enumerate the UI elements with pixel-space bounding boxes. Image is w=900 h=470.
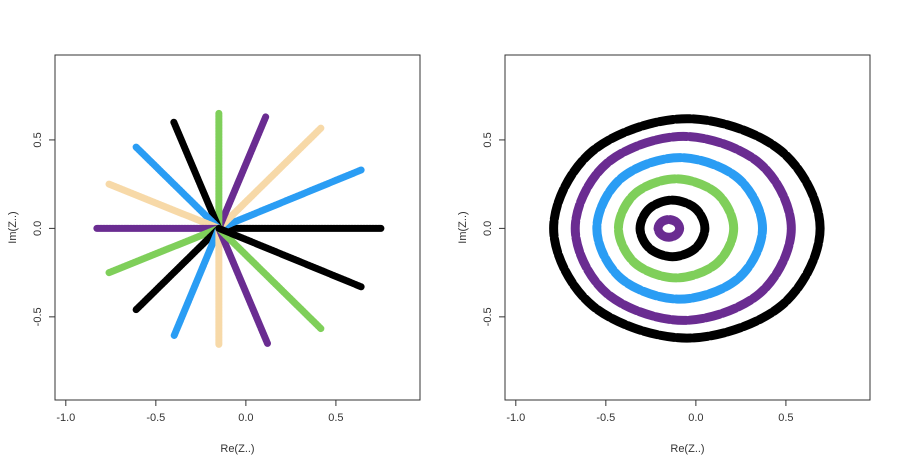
data-line [105,180,223,232]
plot-frame [504,54,871,401]
x-tick-label: 0.0 [688,412,703,424]
data-line [215,224,271,347]
data-line [215,224,365,291]
data-line [170,224,223,340]
data-line [570,131,796,325]
x-tick-label: -1.0 [56,412,75,424]
y-tick-label: 0.5 [482,132,494,147]
data-line [215,113,270,232]
data-line [549,114,825,343]
data-line [170,118,223,232]
data-line [215,124,326,232]
y-tick-label: -0.5 [482,307,494,326]
y-axis-label: Im(Z..) [7,211,19,243]
y-tick-label: 0.0 [32,221,44,236]
y-tick-label: 0.5 [32,132,44,147]
data-line [215,224,326,333]
data-line [132,143,223,232]
x-tick-label: -0.5 [146,412,165,424]
data-line [132,224,223,314]
x-tick-label: 0.5 [778,412,793,424]
x-axis-label: Re(Z..) [670,443,704,455]
y-tick-label: -0.5 [32,307,44,326]
data-line [105,224,223,277]
x-axis-label: Re(Z..) [220,443,254,455]
data-line [653,215,685,242]
x-tick-label: -1.0 [506,412,525,424]
y-tick-label: 0.0 [482,221,494,236]
x-tick-label: -0.5 [596,412,615,424]
y-axis-label: Im(Z..) [457,211,469,243]
data-line [613,174,739,283]
x-tick-label: 0.5 [328,412,343,424]
x-tick-label: 0.0 [238,412,253,424]
data-line [592,153,767,304]
data-line [635,195,710,262]
data-line [215,166,365,232]
plot-frame [54,54,421,401]
